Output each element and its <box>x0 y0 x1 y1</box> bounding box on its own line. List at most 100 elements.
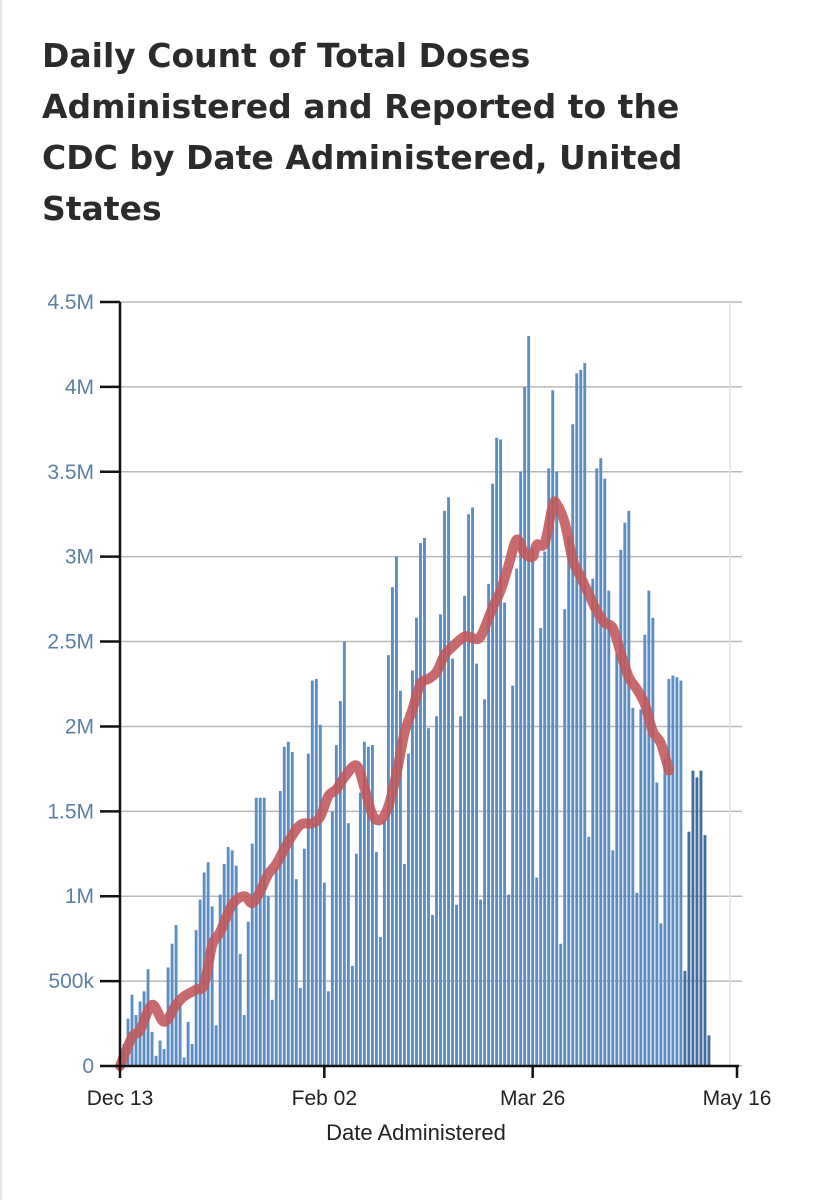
bar <box>695 777 699 1066</box>
bar <box>623 522 627 1066</box>
bar <box>467 514 470 1066</box>
bar <box>150 1032 154 1066</box>
bar <box>559 943 563 1066</box>
bar <box>579 369 583 1066</box>
bar <box>495 437 499 1066</box>
bar <box>471 507 475 1066</box>
y-tick-label: 1.5M <box>47 800 94 823</box>
bar <box>643 634 647 1066</box>
bar <box>214 1025 218 1066</box>
bar <box>455 904 458 1066</box>
bar <box>278 790 282 1066</box>
bar <box>238 953 242 1066</box>
bar <box>334 745 338 1066</box>
y-tick-label: 1M <box>65 885 94 908</box>
bar <box>154 1055 158 1066</box>
moving-average-series <box>115 496 674 1071</box>
bar <box>242 1015 246 1066</box>
bar <box>382 819 386 1066</box>
bar <box>543 551 547 1066</box>
x-tick-label: Mar 26 <box>500 1087 565 1110</box>
bar <box>395 556 398 1066</box>
y-tick-label: 4.5M <box>47 291 94 314</box>
bar <box>703 835 707 1066</box>
bar <box>254 797 258 1066</box>
bar <box>451 658 454 1066</box>
bar <box>411 670 414 1066</box>
x-axis-ticks: Dec 13 Feb 02 Mar 26 May 16 <box>87 1066 771 1110</box>
bar <box>194 930 198 1066</box>
bar <box>350 965 354 1066</box>
bar <box>262 797 266 1066</box>
bar <box>407 753 410 1066</box>
x-tick-label: Feb 02 <box>292 1087 357 1110</box>
bar <box>539 627 543 1066</box>
y-axis-ticks: 0 500k 1M 1.5M 2M 2.5M 3M 3.5M 4M 4.5M <box>47 291 120 1078</box>
bar <box>338 700 342 1066</box>
bar <box>210 906 214 1066</box>
bar <box>266 896 270 1066</box>
bar <box>294 879 298 1066</box>
bar <box>631 707 635 1066</box>
bar <box>707 1035 711 1066</box>
bar <box>310 680 314 1066</box>
bar <box>507 894 511 1066</box>
bar <box>306 753 310 1066</box>
bar <box>403 863 406 1066</box>
bar <box>587 836 591 1066</box>
bar <box>399 690 402 1066</box>
bar <box>567 536 571 1066</box>
bar <box>547 468 551 1066</box>
bar <box>659 923 663 1066</box>
x-tick-label: Dec 13 <box>87 1087 154 1110</box>
bar <box>190 1043 194 1066</box>
bar <box>362 741 366 1066</box>
bar <box>314 678 318 1066</box>
bar <box>655 782 659 1066</box>
bar <box>551 390 555 1066</box>
bar <box>431 914 434 1066</box>
chart-title: Daily Count of Total Doses Administered … <box>42 36 683 228</box>
y-tick-label: 500k <box>48 970 94 993</box>
bar <box>499 439 503 1066</box>
bar <box>619 549 623 1066</box>
bar <box>246 921 250 1066</box>
bar <box>491 483 495 1066</box>
bar <box>675 677 679 1066</box>
bar <box>358 792 362 1066</box>
bar <box>218 894 222 1066</box>
bar <box>182 1057 186 1066</box>
bar <box>687 831 691 1066</box>
bar <box>627 510 631 1067</box>
bar <box>158 1040 162 1066</box>
bar <box>679 680 683 1066</box>
bar <box>527 335 531 1067</box>
bar <box>583 363 587 1066</box>
bar <box>523 386 527 1066</box>
bar <box>511 685 515 1066</box>
bar <box>162 1049 166 1066</box>
bar <box>599 458 603 1066</box>
bar <box>386 655 390 1066</box>
bar <box>366 746 370 1066</box>
bar <box>535 877 539 1066</box>
bar <box>322 882 326 1066</box>
bar <box>374 852 378 1066</box>
bar <box>258 797 262 1066</box>
bar <box>639 709 643 1066</box>
bar <box>699 770 703 1066</box>
bar <box>615 653 619 1066</box>
bar <box>515 568 519 1066</box>
bar <box>647 590 651 1066</box>
bar <box>683 970 687 1066</box>
bar <box>663 758 667 1066</box>
bar <box>575 373 579 1066</box>
bar <box>635 892 639 1066</box>
bar <box>671 675 675 1066</box>
bar <box>226 846 230 1066</box>
bar <box>330 811 334 1066</box>
bar <box>591 578 595 1066</box>
bar <box>435 716 438 1066</box>
